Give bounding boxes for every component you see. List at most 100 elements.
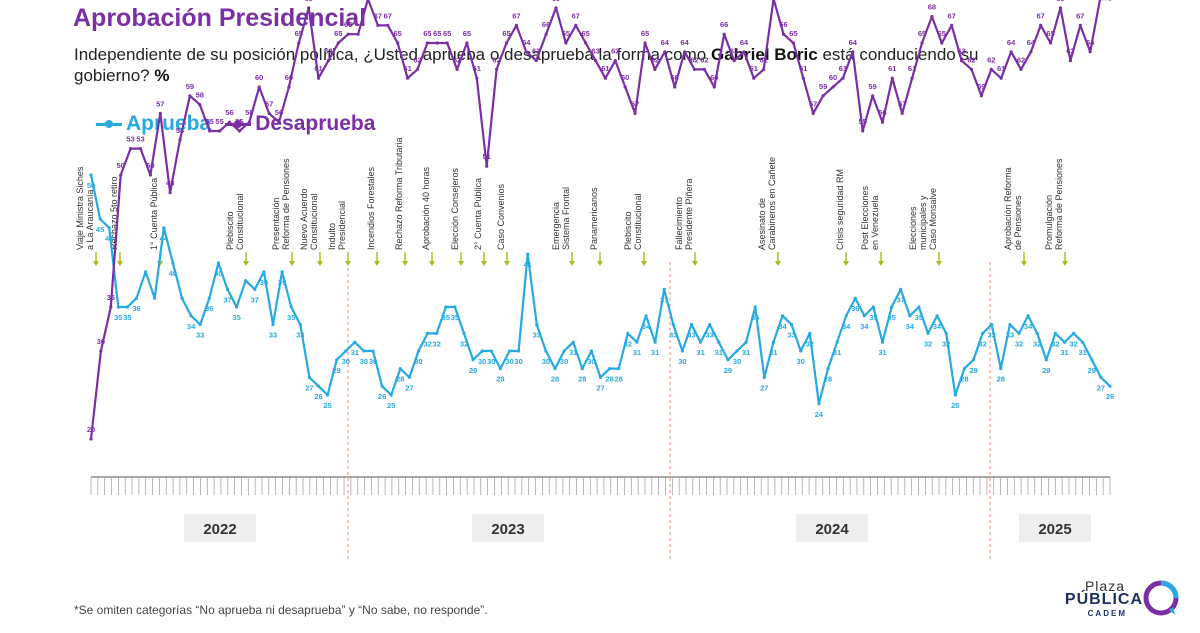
data-point (732, 59, 736, 63)
data-point (148, 173, 152, 177)
data-point (462, 331, 466, 335)
data-label: 60 (255, 73, 263, 82)
data-label: 65 (334, 29, 342, 38)
data-point (742, 50, 746, 54)
data-point (613, 59, 617, 63)
data-label: 64 (680, 38, 689, 47)
data-label: 61 (473, 64, 481, 73)
logo-plaza: Plaza (1084, 578, 1125, 594)
data-point (680, 349, 685, 353)
event-arrow-icon (641, 261, 647, 266)
data-point (144, 270, 148, 274)
data-point (1099, 375, 1103, 379)
data-label: 26 (1106, 392, 1114, 401)
year-label-2025: 2025 (1038, 521, 1071, 538)
data-label: 30 (478, 357, 486, 366)
data-label: 26 (378, 392, 386, 401)
data-label: 32 (1033, 339, 1041, 348)
data-point (717, 340, 721, 344)
event-label: Crisis seguridad RM (835, 169, 845, 250)
data-label: 64 (1027, 38, 1036, 47)
data-label: 55 (859, 117, 867, 126)
event-arrow-icon (1062, 261, 1068, 266)
data-point (851, 50, 855, 54)
data-label: 61 (403, 64, 411, 73)
data-point (1088, 50, 1092, 54)
data-point (298, 323, 302, 327)
data-label: 61 (839, 64, 847, 73)
legend-item-desaprueba: Desaprueba (225, 112, 375, 136)
data-point (653, 67, 657, 71)
data-point (831, 85, 835, 89)
data-label: 65 (918, 29, 926, 38)
data-point (1044, 358, 1048, 362)
data-label: 31 (742, 348, 750, 357)
data-label: 67 (384, 11, 392, 20)
data-label: 69 (552, 0, 560, 3)
data-point (125, 305, 129, 309)
data-label: 32 (624, 339, 632, 348)
data-point (1068, 59, 1072, 63)
event-label: Nuevo Acuerdo (299, 188, 309, 250)
data-point (235, 305, 239, 309)
data-point (316, 76, 321, 80)
event-label: Elección Consejeros (450, 167, 460, 250)
data-point (926, 331, 930, 335)
data-point (920, 41, 924, 45)
data-point (362, 349, 366, 353)
data-label: 35 (751, 313, 759, 322)
event-label: municipales y (918, 195, 928, 250)
data-point (981, 331, 985, 335)
data-point (346, 32, 350, 36)
data-point (826, 367, 830, 371)
legend-item-aprueba: Aprueba (96, 112, 211, 136)
data-point (762, 67, 766, 71)
data-label: 57 (809, 99, 817, 108)
data-label: 69 (1056, 0, 1064, 3)
data-label: 33 (669, 331, 677, 340)
data-label: 28 (605, 375, 613, 384)
event-arrow-icon (597, 261, 603, 266)
event-arrow-icon (289, 261, 295, 266)
data-label: 64 (661, 38, 670, 47)
data-point (517, 349, 521, 353)
data-point (910, 76, 914, 80)
data-label: 34 (187, 322, 196, 331)
data-label: 28 (960, 375, 968, 384)
data-point (735, 349, 739, 353)
data-point (107, 226, 111, 230)
data-label: 40 (214, 269, 222, 278)
data-label: 24 (815, 410, 824, 419)
data-point (871, 94, 875, 98)
data-label: 60 (621, 73, 629, 82)
data-label: 32 (806, 339, 814, 348)
data-label: 33 (1006, 331, 1014, 340)
data-label: 60 (671, 73, 679, 82)
data-point (899, 287, 903, 291)
data-label: 37 (251, 295, 259, 304)
data-label: 35 (107, 293, 115, 302)
data-point (1108, 0, 1112, 1)
subtitle-part1: Independiente de su posición política, ¿… (74, 45, 711, 64)
data-label: 33 (706, 331, 714, 340)
data-label: 30 (514, 357, 522, 366)
data-point (455, 67, 459, 71)
event-arrow-icon (93, 261, 99, 266)
data-point (635, 340, 639, 344)
data-point (475, 76, 479, 80)
data-point (772, 0, 775, 1)
data-point (189, 314, 193, 318)
event-label: Viaje Ministra Siches (75, 166, 85, 250)
data-label: 30 (360, 357, 368, 366)
event-label: Reforma de Pensiones (1054, 158, 1064, 250)
data-label: 55 (206, 117, 214, 126)
data-point (791, 41, 796, 45)
data-point (396, 41, 400, 45)
data-point (425, 41, 429, 45)
data-point (900, 111, 904, 115)
data-point (781, 32, 786, 36)
data-label: 62 (700, 55, 708, 64)
event-label: Caso Convenios (496, 183, 506, 250)
data-label: 67 (374, 11, 382, 20)
data-label: 35 (232, 313, 240, 322)
